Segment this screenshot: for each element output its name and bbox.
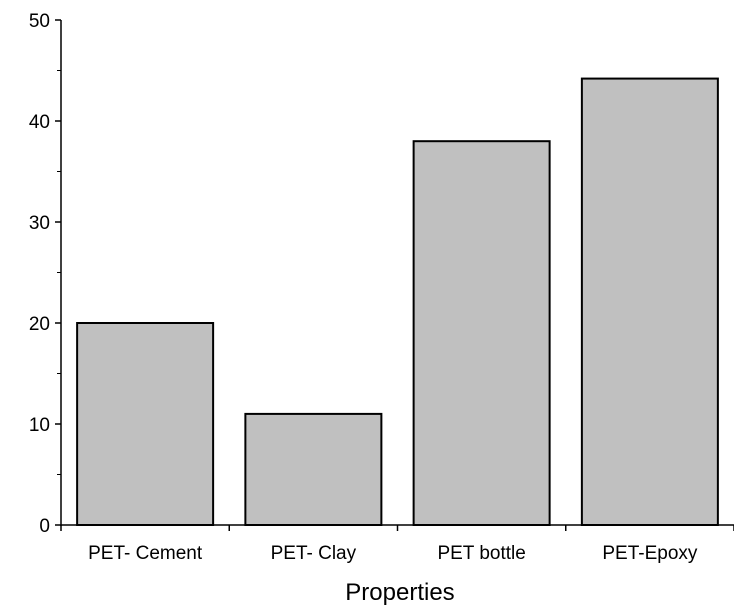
bar-pet-clay: [244, 412, 383, 526]
y-tick-label: 40: [29, 112, 50, 133]
x-tick-label: PET- Clay: [271, 543, 357, 564]
y-ticks-group: 0 10 20 30 40 50: [29, 11, 61, 537]
x-axis-label: Properties: [345, 579, 454, 606]
x-tick-label: PET-Epoxy: [602, 543, 698, 564]
x-tick-label: PET bottle: [437, 543, 525, 564]
y-tick-label: 50: [29, 11, 50, 32]
y-tick-label: 30: [29, 213, 50, 234]
bar-pet-epoxy: [580, 77, 719, 527]
y-tick-label: 0: [39, 516, 50, 537]
bars-group: [76, 77, 719, 527]
bar-pet-bottle: [412, 140, 551, 526]
bar-pet-cement: [76, 322, 215, 526]
y-tick-label: 20: [29, 314, 50, 335]
y-tick-label: 10: [29, 415, 50, 436]
x-tick-label: PET- Cement: [88, 543, 203, 564]
x-ticks-group: PET- Cement PET- Clay PET bottle PET-Epoxy: [60, 525, 734, 564]
